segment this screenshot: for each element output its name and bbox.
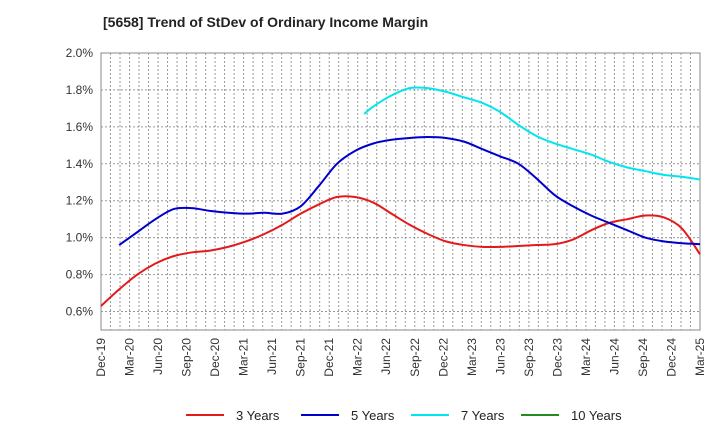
x-tick-label: Mar-22 bbox=[351, 338, 365, 376]
grid-layer bbox=[100, 52, 701, 331]
y-tick-label: 0.6% bbox=[66, 305, 94, 319]
x-tick-label: Dec-23 bbox=[550, 338, 564, 377]
series-line-7-years bbox=[363, 86, 701, 181]
x-tick-label: Mar-23 bbox=[465, 338, 479, 376]
x-tick-label: Jun-20 bbox=[151, 338, 165, 375]
x-tick-label: Dec-19 bbox=[94, 338, 108, 377]
legend-label-5-years: 5 Years bbox=[351, 407, 395, 423]
series-line-5-years bbox=[118, 136, 701, 246]
x-tick-label: Dec-21 bbox=[322, 338, 336, 377]
plot-area bbox=[100, 52, 701, 331]
x-tick-label: Sep-20 bbox=[180, 338, 194, 377]
legend-item-5-years: 5 Years bbox=[301, 406, 394, 424]
y-tick-label: 2.0% bbox=[66, 46, 94, 60]
x-tick-label: Sep-23 bbox=[522, 338, 536, 377]
x-tick-label: Sep-21 bbox=[294, 338, 308, 377]
y-tick-label: 1.2% bbox=[66, 194, 94, 208]
legend-item-3-years: 3 Years bbox=[186, 406, 279, 424]
legend-swatch-10-years bbox=[521, 414, 559, 416]
y-tick-label: 0.8% bbox=[66, 268, 94, 282]
chart-legend: 3 Years 5 Years 7 Years 10 Years bbox=[0, 406, 720, 424]
y-tick-label: 1.6% bbox=[66, 120, 94, 134]
series-layer bbox=[100, 86, 701, 307]
x-tick-label: Mar-20 bbox=[123, 338, 137, 376]
legend-item-7-years: 7 Years bbox=[411, 406, 504, 424]
legend-swatch-7-years bbox=[411, 414, 449, 416]
x-tick-label: Dec-24 bbox=[664, 338, 678, 377]
legend-label-10-years: 10 Years bbox=[571, 407, 622, 423]
x-tick-label: Jun-21 bbox=[265, 338, 279, 375]
x-tick-label: Mar-21 bbox=[237, 338, 251, 376]
x-tick-label: Mar-25 bbox=[693, 338, 707, 376]
x-tick-label: Mar-24 bbox=[579, 338, 593, 376]
x-tick-label: Jun-24 bbox=[607, 338, 621, 375]
y-tick-label: 1.4% bbox=[66, 157, 94, 171]
x-tick-label: Dec-20 bbox=[208, 338, 222, 377]
legend-item-10-years: 10 Years bbox=[521, 406, 622, 424]
y-tick-label: 1.0% bbox=[66, 231, 94, 245]
x-tick-label: Sep-22 bbox=[408, 338, 422, 377]
series-line-3-years bbox=[100, 195, 701, 307]
legend-swatch-3-years bbox=[186, 414, 224, 416]
legend-swatch-5-years bbox=[301, 414, 339, 416]
legend-label-7-years: 7 Years bbox=[461, 407, 505, 423]
x-tick-label: Dec-22 bbox=[436, 338, 450, 377]
x-tick-label: Sep-24 bbox=[636, 338, 650, 377]
chart-title: [5658] Trend of StDev of Ordinary Income… bbox=[103, 14, 429, 30]
legend-label-3-years: 3 Years bbox=[236, 407, 280, 423]
y-tick-label: 1.8% bbox=[66, 83, 94, 97]
x-tick-label: Jun-22 bbox=[379, 338, 393, 375]
axis-layer: 0.6% 0.8% 1.0% 1.2% 1.4% 1.6% 1.8% 2.0% Dec-19 Ma… bbox=[66, 46, 707, 377]
x-tick-label: Jun-23 bbox=[493, 338, 507, 375]
